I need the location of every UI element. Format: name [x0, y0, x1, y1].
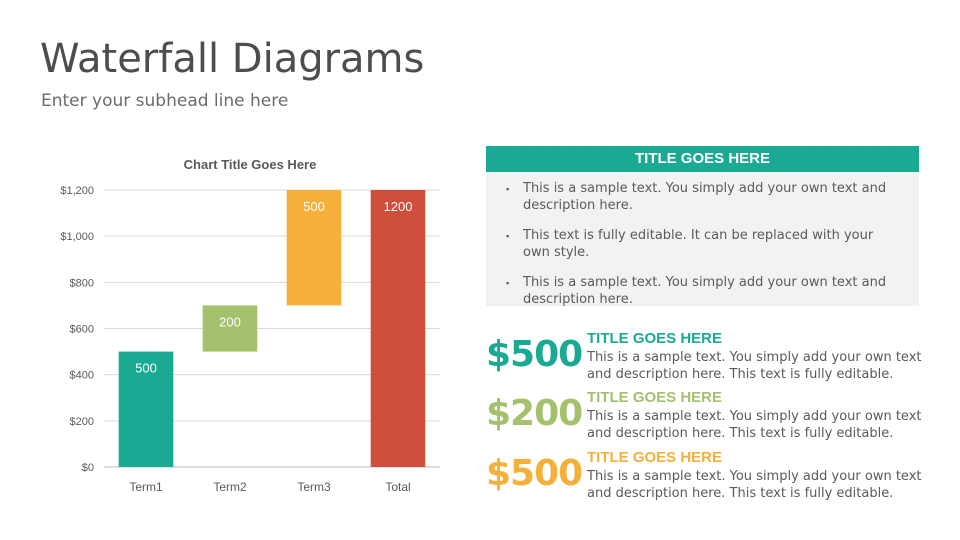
bullet-item: ▪ This text is fully editable. It can be…: [506, 227, 901, 261]
bar-term1: [118, 351, 174, 467]
stat-description: This is a sample text. You simply add yo…: [587, 409, 922, 441]
stat-title: TITLE GOES HERE: [587, 330, 723, 347]
stat-description: This is a sample text. You simply add yo…: [587, 350, 922, 382]
x-tick-label: Term1: [129, 480, 163, 494]
stat-block: $200 TITLE GOES HERE This is a sample te…: [486, 389, 926, 445]
y-tick-label: $400: [70, 370, 94, 382]
stat-value: $200: [486, 393, 583, 434]
stat-value: $500: [486, 453, 583, 494]
bullet-item: ▪ This is a sample text. You simply add …: [506, 274, 901, 308]
y-tick-label: $1,200: [60, 185, 94, 197]
y-tick-label: $0: [82, 462, 94, 474]
y-axis-tick-labels: $0 $200 $400 $600 $800 $1,000 $1,200: [60, 185, 94, 474]
panel-bullet-list: ▪ This is a sample text. You simply add …: [486, 172, 919, 308]
data-labels: 500 200 500 1200: [135, 199, 412, 376]
stat-block: $500 TITLE GOES HERE This is a sample te…: [486, 449, 926, 505]
stat-block: $500 TITLE GOES HERE This is a sample te…: [486, 330, 926, 386]
stat-description: This is a sample text. You simply add yo…: [587, 469, 922, 501]
bullet-text: This is a sample text. You simply add yo…: [523, 181, 887, 213]
y-tick-label: $200: [70, 416, 94, 428]
data-label: 500: [303, 199, 325, 214]
x-tick-label: Total: [385, 480, 410, 494]
y-tick-label: $800: [70, 277, 94, 289]
bars: [118, 190, 426, 467]
bar-total: [370, 190, 426, 467]
slide-title: Waterfall Diagrams: [40, 36, 425, 82]
bar-term2: [202, 305, 258, 352]
data-label: 500: [135, 361, 157, 376]
bullet-text: This text is fully editable. It can be r…: [523, 228, 874, 260]
data-label: 1200: [384, 199, 413, 214]
slide-subtitle: Enter your subhead line here: [41, 91, 289, 111]
square-bullet-icon: ▪: [506, 278, 510, 288]
waterfall-chart: Chart Title Goes Here $0 $200 $400 $600 $800…: [60, 157, 440, 494]
y-tick-label: $1,000: [60, 231, 94, 243]
x-axis-tick-labels: Term1 Term2 Term3 Total: [129, 480, 410, 494]
stat-title: TITLE GOES HERE: [587, 449, 723, 466]
y-tick-label: $600: [70, 324, 94, 336]
data-label: 200: [219, 314, 241, 329]
stat-title: TITLE GOES HERE: [587, 389, 723, 406]
bar-term3: [286, 190, 342, 306]
x-tick-label: Term3: [297, 480, 331, 494]
bullet-panel: TITLE GOES HERE ▪ This is a sample text.…: [486, 146, 919, 308]
chart-title: Chart Title Goes Here: [184, 157, 317, 172]
x-tick-label: Term2: [213, 480, 247, 494]
square-bullet-icon: ▪: [506, 184, 510, 194]
square-bullet-icon: ▪: [506, 231, 510, 241]
panel-title: TITLE GOES HERE: [486, 146, 919, 172]
bullet-item: ▪ This is a sample text. You simply add …: [506, 180, 901, 214]
stat-value: $500: [486, 334, 583, 375]
bullet-text: This is a sample text. You simply add yo…: [523, 275, 887, 307]
